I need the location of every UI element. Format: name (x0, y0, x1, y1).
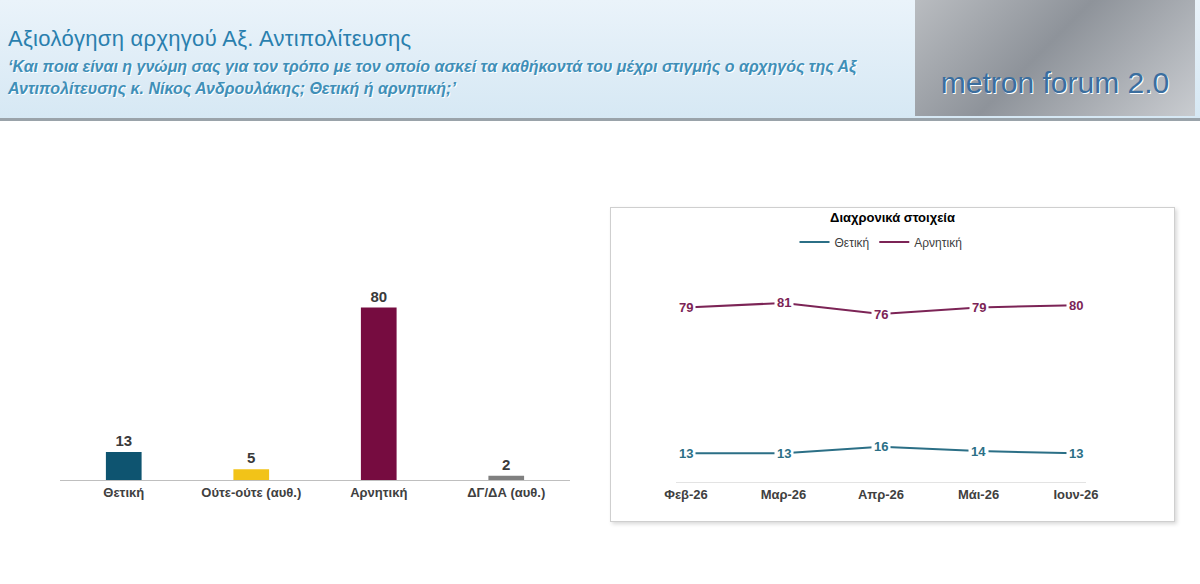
svg-text:80: 80 (1069, 298, 1083, 313)
svg-text:76: 76 (874, 307, 888, 322)
svg-text:Μαρ-26: Μαρ-26 (761, 487, 807, 502)
svg-text:ΔΓ/ΔΑ (αυθ.): ΔΓ/ΔΑ (αυθ.) (467, 485, 545, 500)
svg-text:Θετική: Θετική (103, 485, 144, 500)
svg-text:Ιουν-26: Ιουν-26 (1053, 487, 1098, 502)
html-text:‘Και ποια είναι η γνώμη σας γι: ‘Και ποια είναι η γνώμη σας για τον τρόπ… (8, 58, 857, 97)
svg-text:13: 13 (777, 446, 791, 461)
svg-text:2: 2 (502, 456, 510, 473)
html-text:Αξιολόγηση αρχηγού Αξ. Αντιπολ: Αξιολόγηση αρχηγού Αξ. Αντιπολίτευσης (8, 26, 412, 51)
svg-text:Διαχρονικά στοιχεία: Διαχρονικά στοιχεία (830, 210, 955, 225)
svg-text:13: 13 (1069, 446, 1083, 461)
html-text:metron forum 2.0: metron forum 2.0 (940, 66, 1170, 99)
svg-text:Ούτε-ούτε (αυθ.): Ούτε-ούτε (αυθ.) (201, 485, 301, 500)
svg-text:13: 13 (679, 446, 693, 461)
svg-text:5: 5 (247, 449, 255, 466)
svg-text:16: 16 (874, 439, 888, 454)
svg-text:Αρνητική: Αρνητική (350, 485, 407, 500)
svg-text:79: 79 (679, 300, 693, 315)
svg-text:14: 14 (971, 444, 986, 459)
svg-text:Θετική: Θετική (835, 236, 870, 250)
svg-text:13: 13 (115, 432, 132, 449)
svg-text:80: 80 (370, 288, 387, 305)
svg-text:Φεβ-26: Φεβ-26 (664, 487, 708, 502)
svg-text:Μάι-26: Μάι-26 (958, 487, 999, 502)
svg-text:Αρνητική: Αρνητική (914, 236, 962, 250)
svg-text:81: 81 (777, 295, 791, 310)
svg-text:79: 79 (972, 300, 986, 315)
svg-text:Απρ-26: Απρ-26 (858, 487, 904, 502)
